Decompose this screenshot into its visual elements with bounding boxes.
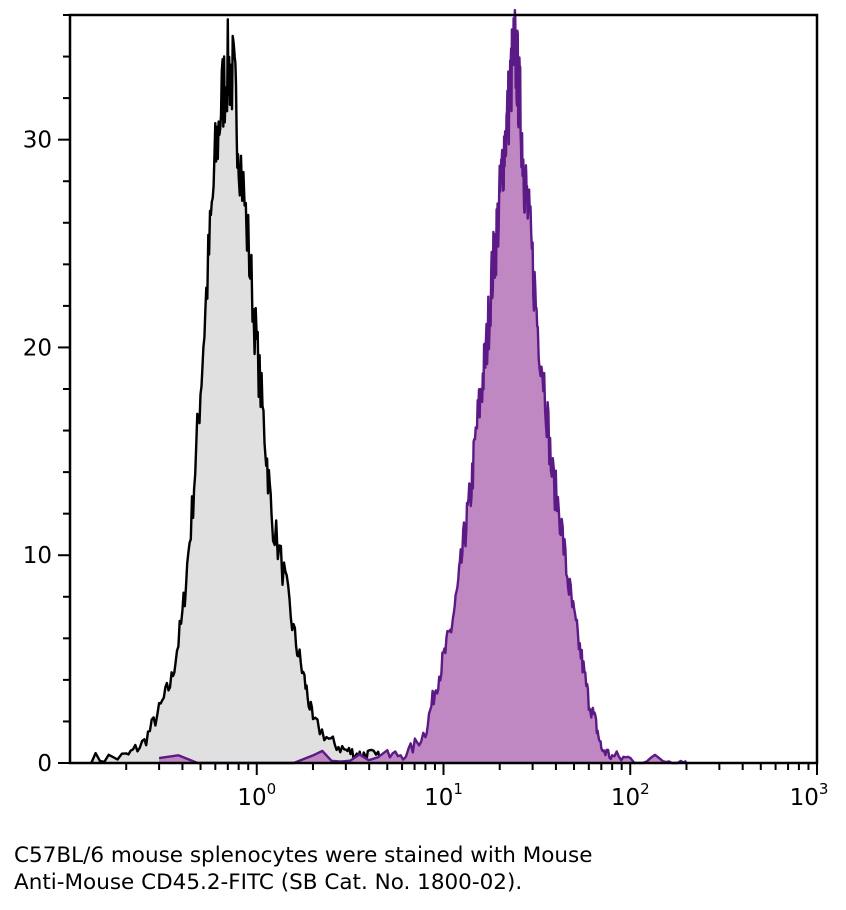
caption-line-1: C57BL/6 mouse splenocytes were stained w… <box>14 843 593 868</box>
y-tick-label: 10 <box>23 543 52 569</box>
histogram-line-1 <box>158 8 688 765</box>
figure-caption: C57BL/6 mouse splenocytes were stained w… <box>14 842 834 896</box>
y-tick-label: 0 <box>37 751 52 777</box>
x-tick-label: 101 <box>424 780 463 811</box>
y-axis: 0 10 20 30 <box>23 14 70 777</box>
y-tick-label: 30 <box>23 128 52 154</box>
x-tick-label: 103 <box>790 780 829 811</box>
caption-line-2: Anti-Mouse CD45.2-FITC (SB Cat. No. 1800… <box>14 870 523 895</box>
x-axis: 100 101 102 103 <box>125 763 829 811</box>
x-tick-label: 100 <box>237 780 276 811</box>
y-tick-label: 20 <box>23 335 52 361</box>
series-layer <box>90 8 688 765</box>
histogram-fill-1 <box>159 10 687 764</box>
flow-histogram-chart: 0 10 20 30 100 101 102 103 <box>23 8 829 811</box>
histogram-fill-0 <box>91 19 388 764</box>
histogram-line-0 <box>90 18 389 765</box>
x-tick-label: 102 <box>611 780 650 811</box>
